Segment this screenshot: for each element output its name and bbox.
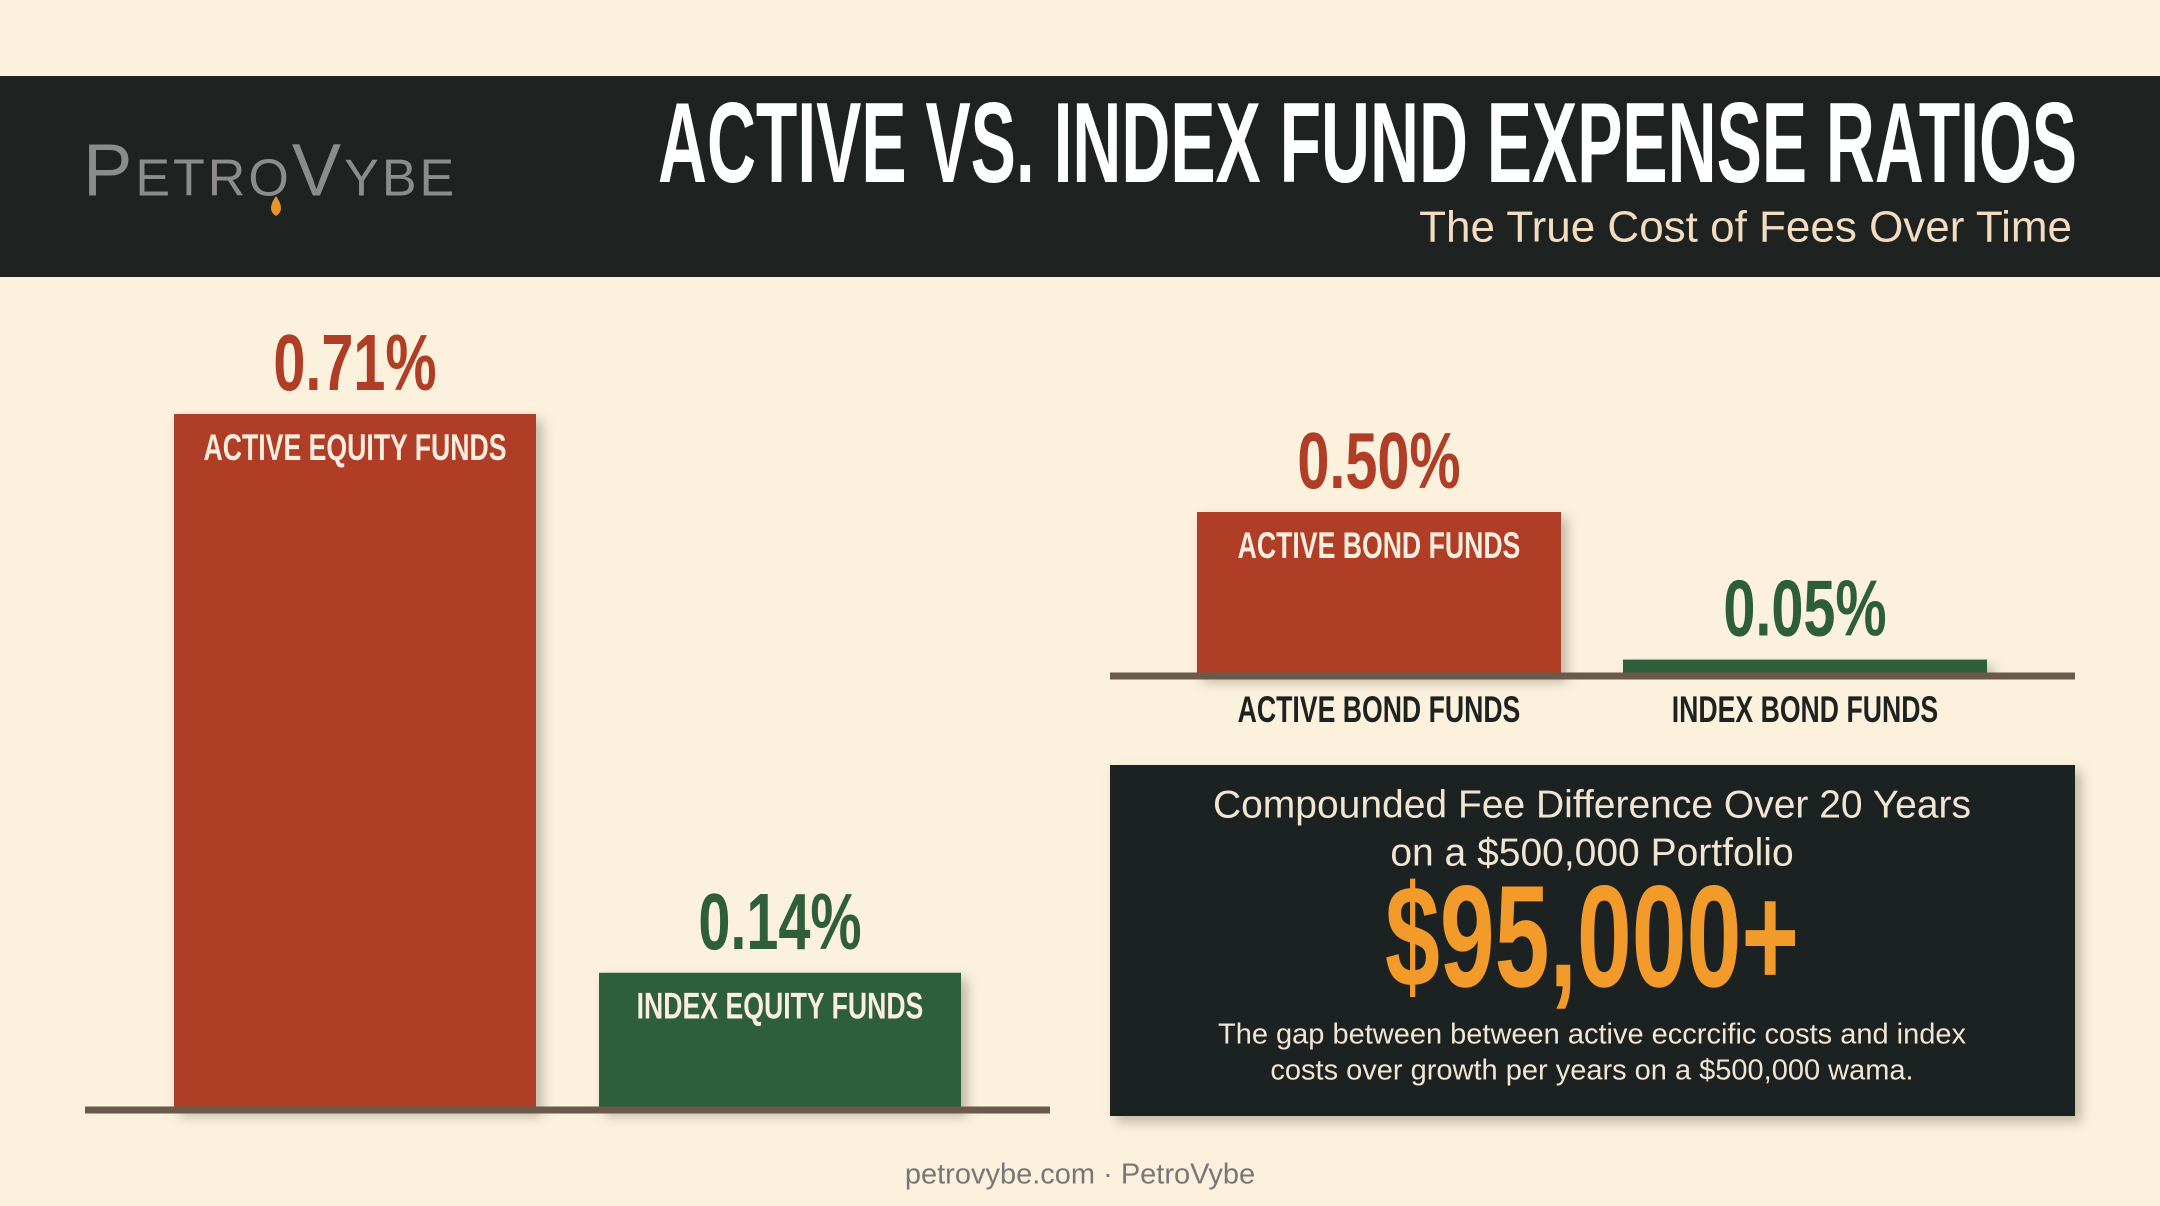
header-band — [0, 76, 2160, 277]
bar-label: INDEX EQUITY FUNDS — [637, 986, 924, 1027]
value-label: 0.05% — [1723, 564, 1886, 653]
value-label: 0.71% — [273, 318, 436, 407]
footer: petrovybe.com · PetroVybe — [905, 1159, 1255, 1191]
bar — [174, 414, 536, 1110]
callout-heading: on a $500,000 Portfolio — [1390, 831, 1793, 874]
callout-note: costs over growth per years on a $500,00… — [1270, 1055, 1913, 1087]
callout-note: The gap between between active eccrcific… — [1218, 1019, 1966, 1051]
value-label: 0.14% — [698, 877, 861, 966]
chart-title: ACTIVE VS. INDEX FUND EXPENSE RATIOS — [658, 80, 2077, 207]
bar — [1623, 659, 1987, 676]
callout-heading: Compounded Fee Difference Over 20 Years — [1213, 783, 1971, 826]
bar — [599, 972, 961, 1110]
logo: PetroVybe — [83, 129, 457, 212]
callout-box — [1110, 765, 2075, 1116]
x-tick-label: INDEX BOND FUNDS — [1672, 689, 1938, 730]
bar — [1197, 512, 1561, 676]
x-tick-label: ACTIVE BOND FUNDS — [1238, 689, 1521, 730]
bar-label: ACTIVE BOND FUNDS — [1238, 525, 1521, 566]
callout-amount: $95,000+ — [1385, 855, 1799, 1017]
bar-label: ACTIVE EQUITY FUNDS — [204, 427, 507, 468]
logo-drop — [271, 196, 281, 216]
chart-subtitle: The True Cost of Fees Over Time — [1419, 203, 2072, 252]
value-label: 0.50% — [1297, 416, 1460, 505]
